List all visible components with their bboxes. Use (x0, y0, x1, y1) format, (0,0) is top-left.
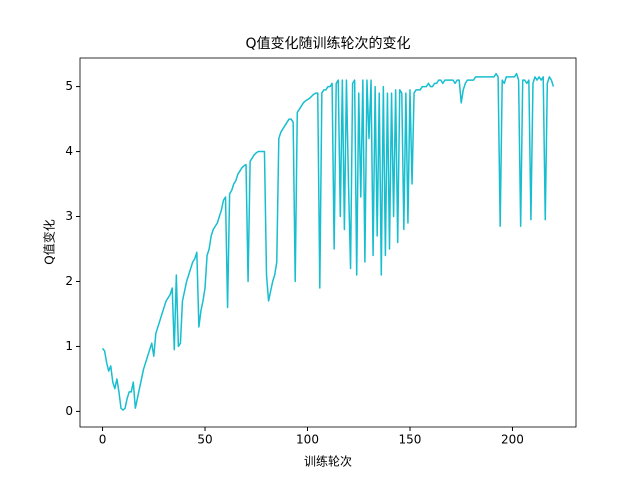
y-tick-label: 2 (65, 274, 73, 288)
y-tick-label: 3 (65, 209, 73, 223)
y-axis-label: Q值变化 (42, 219, 57, 264)
data-line (101, 72, 555, 411)
x-tick-label: 50 (197, 433, 212, 447)
y-tick-label: 5 (65, 79, 73, 93)
x-tick-label: 0 (99, 433, 107, 447)
x-tick-label: 100 (296, 433, 319, 447)
x-tick-label: 200 (501, 433, 524, 447)
plot-frame (79, 57, 577, 428)
y-tick-label: 4 (65, 144, 73, 158)
y-tick-label: 1 (65, 339, 73, 353)
chart-title: Q值变化随训练轮次的变化 (245, 36, 410, 52)
x-axis-label: 训练轮次 (304, 454, 352, 469)
y-tick-label: 0 (65, 404, 73, 418)
x-tick-label: 150 (399, 433, 422, 447)
